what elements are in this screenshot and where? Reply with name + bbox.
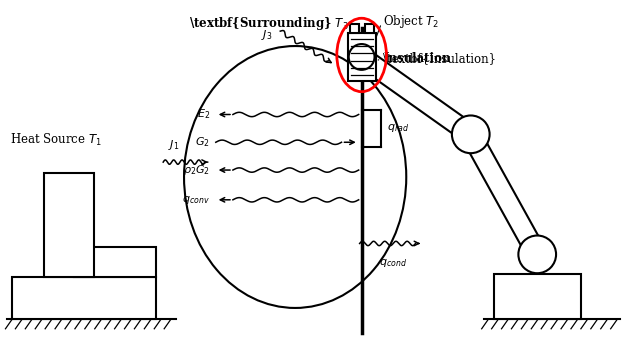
Bar	[350, 24, 359, 33]
Text: $G_2$: $G_2$	[195, 136, 210, 149]
Text: $\rho_2 G_2$: $\rho_2 G_2$	[183, 163, 210, 177]
Circle shape	[349, 44, 374, 70]
Text: $q_{conv}$: $q_{conv}$	[182, 194, 210, 206]
Circle shape	[518, 235, 556, 273]
Text: $J_3$: $J_3$	[261, 28, 273, 42]
Bar	[74, 247, 156, 277]
Circle shape	[452, 115, 490, 153]
Bar	[44, 173, 94, 277]
Bar	[13, 277, 156, 319]
Text: $q_{cond}$: $q_{cond}$	[379, 257, 408, 269]
Polygon shape	[462, 130, 546, 259]
Bar	[494, 274, 581, 319]
Text: Heat Source $T_1$: Heat Source $T_1$	[11, 132, 102, 148]
Bar	[365, 24, 374, 33]
Text: $E_2$: $E_2$	[197, 108, 210, 121]
Polygon shape	[356, 49, 477, 143]
Bar	[348, 33, 376, 81]
Text: \textbf{Insulation}: \textbf{Insulation}	[384, 52, 497, 65]
Ellipse shape	[184, 46, 406, 308]
Text: Insulation: Insulation	[384, 52, 451, 65]
Text: Object $T_2$: Object $T_2$	[384, 13, 440, 30]
Text: \textbf{Surrounding} $T_3$: \textbf{Surrounding} $T_3$	[189, 15, 349, 32]
Text: $q_{rad}$: $q_{rad}$	[387, 122, 409, 134]
Text: $J_1$: $J_1$	[168, 138, 180, 152]
